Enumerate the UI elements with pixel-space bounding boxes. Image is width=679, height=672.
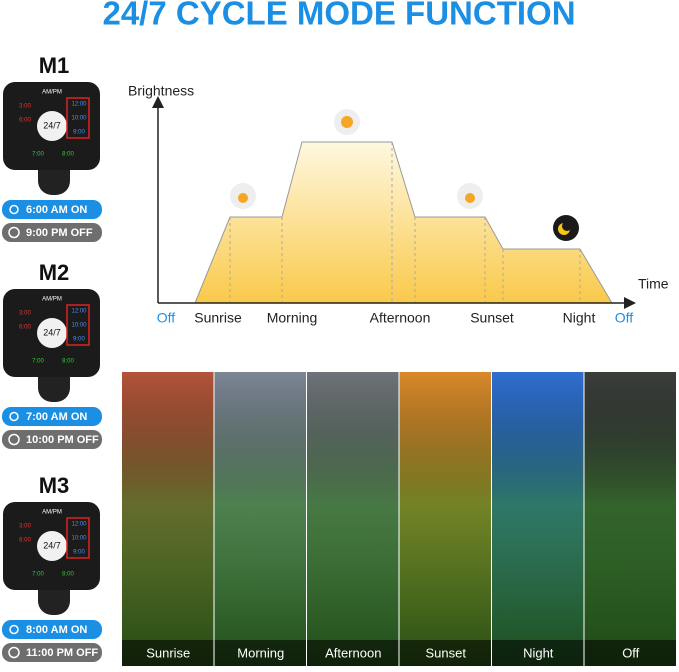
phase-label: Night [563, 310, 596, 326]
controller-time: 10:00 [71, 116, 87, 122]
photo-strip: Sunrise Morning Afternoon Sunset Night Off [122, 372, 676, 666]
controller-time: 3:00 [19, 104, 31, 110]
sun-icon [230, 183, 256, 209]
controller-button [37, 318, 67, 348]
controller-time: 12:00 [71, 102, 87, 108]
controller-time: 3:00 [19, 524, 31, 530]
off-time: 11:00 PM OFF [26, 647, 98, 659]
off-time: 10:00 PM OFF [26, 434, 99, 446]
panel-caption-bg [214, 640, 306, 666]
on-pill [2, 407, 102, 426]
off-time: 9:00 PM OFF [26, 227, 93, 239]
panel-plants [584, 372, 676, 666]
mode-name: M3 [39, 473, 70, 498]
on-time: 8:00 AM ON [26, 624, 87, 636]
off-pill [2, 643, 102, 662]
panel-caption-bg [492, 640, 584, 666]
moon-icon [8, 646, 20, 659]
on-pill [2, 200, 102, 219]
controller-time: 10:00 [71, 323, 87, 329]
controller-ampm: AM/PM [42, 297, 62, 303]
sun-icon [457, 183, 483, 209]
panel-plants [399, 372, 491, 666]
controller-time: 7:00 [32, 152, 44, 158]
panel-caption: Sunrise [146, 645, 190, 660]
mode-name: M1 [39, 53, 70, 78]
phase-label: Off [157, 310, 176, 326]
controller-time: 12:00 [71, 522, 87, 528]
controller-time: 8:00 [62, 359, 74, 365]
controller-button [37, 531, 67, 561]
controller-frame [66, 517, 90, 559]
controller-frame [66, 304, 90, 346]
x-axis-label: Time [638, 276, 669, 292]
controller-time: 12:00 [71, 309, 87, 315]
moon-icon [8, 226, 20, 239]
controller-time: 10:00 [71, 536, 87, 542]
controller-center: 24/7 [43, 327, 61, 337]
panel-caption: Sunset [426, 645, 467, 660]
controller-time: 6:00 [19, 538, 31, 544]
controller-time: 7:00 [32, 572, 44, 578]
sun-icon [9, 624, 19, 635]
phase-guides [229, 142, 581, 303]
controller-time: 6:00 [19, 325, 31, 331]
y-axis-label: Brightness [128, 83, 194, 99]
sun-icon [9, 204, 19, 215]
controller-button [37, 111, 67, 141]
controller-ampm: AM/PM [42, 90, 62, 96]
sun-icon [334, 109, 360, 135]
controller-frame [66, 97, 90, 139]
panel-caption: Off [622, 645, 639, 660]
controller-time: 9:00 [73, 550, 85, 556]
phase-label: Morning [267, 310, 318, 326]
controller-time: 6:00 [19, 118, 31, 124]
controller-ampm: AM/PM [42, 510, 62, 516]
panel-plants [492, 372, 584, 666]
mode-column: M1 AM/PM 24/7 3:00 6:00 12:00 10:00 9:00 7:00 8:0… [2, 53, 102, 662]
off-pill [2, 223, 102, 242]
on-time: 6:00 AM ON [26, 204, 87, 216]
mode-name: M2 [39, 260, 70, 285]
phase-label: Off [615, 310, 634, 326]
phase-label: Sunset [470, 310, 514, 326]
panel-caption: Afternoon [325, 645, 381, 660]
panel-plants [122, 372, 214, 666]
off-pill [2, 430, 102, 449]
panel-caption-bg [307, 640, 399, 666]
controller-time: 8:00 [62, 152, 74, 158]
title: 24/7 CYCLE MODE FUNCTION [102, 0, 575, 32]
panel-caption-bg [399, 640, 491, 666]
controller-time: 9:00 [73, 130, 85, 136]
panel-plants [307, 372, 399, 666]
panel-caption: Night [523, 645, 554, 660]
controller-time: 9:00 [73, 337, 85, 343]
brightness-curve [194, 141, 613, 304]
panel-plants [214, 372, 306, 666]
controller-center: 24/7 [43, 540, 61, 550]
phase-label: Afternoon [370, 310, 431, 326]
controller-time: 7:00 [32, 359, 44, 365]
moon-icon [553, 215, 579, 241]
panel-caption-bg [122, 640, 214, 666]
controller-time: 3:00 [19, 311, 31, 317]
panel-caption: Morning [237, 645, 284, 660]
controller-center: 24/7 [43, 120, 61, 130]
panel-caption-bg [584, 640, 676, 666]
phase-label: Sunrise [194, 310, 242, 326]
on-time: 7:00 AM ON [26, 411, 87, 423]
on-pill [2, 620, 102, 639]
sun-icon [9, 411, 19, 422]
controller-time: 8:00 [62, 572, 74, 578]
moon-icon [8, 433, 20, 446]
